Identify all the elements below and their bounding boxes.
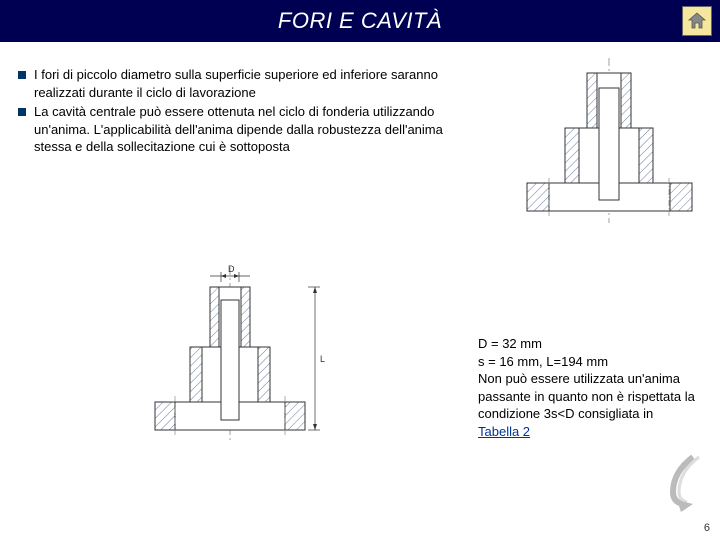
list-item: La cavità centrale può essere ottenuta n… (18, 103, 448, 156)
title-bar: FORI E CAVITÀ (0, 0, 720, 42)
param-line: D = 32 mm (478, 335, 696, 353)
content-area: I fori di piccolo diametro sulla superfi… (0, 42, 720, 540)
dim-label-L: L (320, 354, 325, 364)
figure-cross-section-left: D L (150, 262, 335, 447)
tabella-link[interactable]: Tabella 2 (478, 424, 530, 439)
page-number: 6 (704, 522, 710, 534)
home-button[interactable] (682, 6, 712, 36)
bullet-marker (18, 71, 26, 79)
figure-cross-section-right (517, 58, 702, 223)
page-title: FORI E CAVITÀ (278, 8, 442, 34)
bullet-marker (18, 108, 26, 116)
bullet-list: I fori di piccolo diametro sulla superfi… (18, 66, 448, 158)
bullet-text: I fori di piccolo diametro sulla superfi… (34, 66, 448, 101)
param-line: s = 16 mm, L=194 mm (478, 353, 696, 371)
curved-arrow-icon (663, 452, 705, 512)
dim-label-D: D (228, 264, 235, 274)
param-note: Non può essere utilizzata un'anima passa… (478, 370, 696, 440)
home-icon (687, 11, 707, 31)
list-item: I fori di piccolo diametro sulla superfi… (18, 66, 448, 101)
bullet-text: La cavità centrale può essere ottenuta n… (34, 103, 448, 156)
parameters-block: D = 32 mm s = 16 mm, L=194 mm Non può es… (478, 335, 696, 440)
